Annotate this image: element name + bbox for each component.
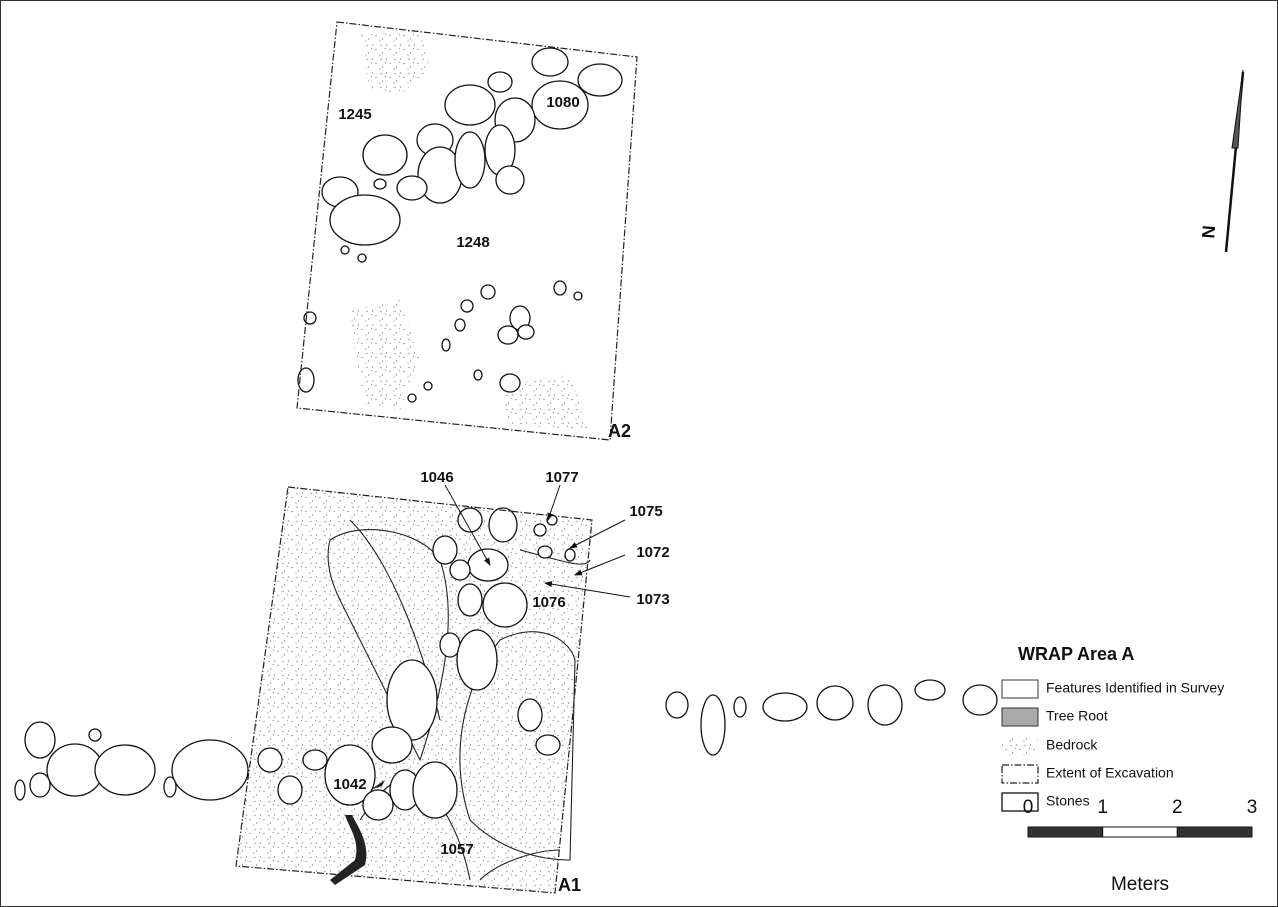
legend-swatch <box>1002 708 1038 726</box>
feature-label: 1075 <box>629 503 662 520</box>
scale-segment <box>1028 827 1103 837</box>
scale-tick-label: 3 <box>1247 797 1258 818</box>
north-label: N <box>1198 225 1219 240</box>
feature-label: 1077 <box>545 469 578 486</box>
site-plan: 1245 1080 1248 A2 1046 1077 1075 1072 10… <box>0 0 1278 907</box>
area-label: A1 <box>558 875 581 895</box>
north-arrow: N <box>1198 70 1243 252</box>
feature-label: 1042 <box>333 776 366 793</box>
area-a2 <box>297 22 637 440</box>
feature-label: 1072 <box>636 544 669 561</box>
legend-label: Bedrock <box>1046 737 1098 753</box>
legend-swatch <box>1002 737 1038 755</box>
scale-tick-label: 0 <box>1023 797 1034 818</box>
scale-segment <box>1103 827 1178 837</box>
legend-label: Features Identified in Survey <box>1046 680 1224 696</box>
area-a1 <box>236 487 592 893</box>
feature-label: 1046 <box>420 469 453 486</box>
scale-tick-label: 1 <box>1097 797 1108 818</box>
feature-label: 1073 <box>636 591 669 608</box>
feature-label: 1080 <box>546 94 579 111</box>
scale-segment <box>1177 827 1252 837</box>
feature-label: 1057 <box>440 841 473 858</box>
legend-label: Stones <box>1046 793 1090 809</box>
feature-label: 1245 <box>338 106 371 123</box>
scale-bar: Meters 0 1 2 3 <box>1023 797 1258 895</box>
legend-label: Tree Root <box>1046 708 1108 724</box>
scale-tick-label: 2 <box>1172 797 1183 818</box>
legend-label: Extent of Excavation <box>1046 765 1174 781</box>
legend-swatch <box>1002 680 1038 698</box>
feature-label: 1248 <box>456 234 489 251</box>
feature-label: 1076 <box>532 594 565 611</box>
legend-title: WRAP Area A <box>1018 644 1134 664</box>
area-label: A2 <box>608 421 631 441</box>
legend: WRAP Area A Features Identified in Surve… <box>1002 644 1224 811</box>
scale-unit: Meters <box>1111 874 1169 895</box>
legend-swatch <box>1002 765 1038 783</box>
